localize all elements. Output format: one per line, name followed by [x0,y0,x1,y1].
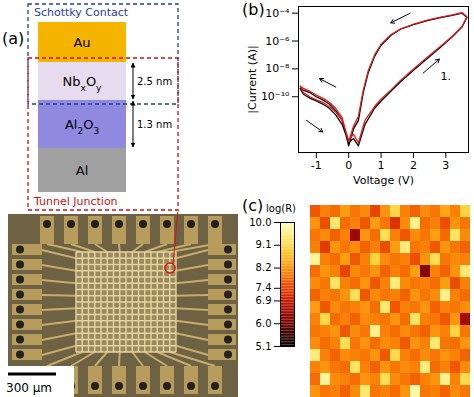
svg-text:10⁻¹⁰: 10⁻¹⁰ [261,90,290,103]
svg-text:2.5 nm: 2.5 nm [137,76,172,87]
svg-text:10.0: 10.0 [249,217,271,228]
svg-text:Tunnel Junction: Tunnel Junction [33,195,118,208]
svg-text:(a): (a) [2,29,24,48]
svg-text:|Current (A)|: |Current (A)| [246,45,259,113]
svg-text:10⁻⁶: 10⁻⁶ [265,35,290,48]
svg-text:1.: 1. [441,70,452,83]
svg-text:9.1: 9.1 [256,239,272,250]
svg-text:0: 0 [345,159,352,172]
svg-text:Al: Al [76,163,89,178]
svg-text:Schottky Contact: Schottky Contact [34,6,129,19]
svg-text:Voltage (V): Voltage (V) [353,174,414,187]
svg-text:3: 3 [442,159,449,172]
svg-text:1.3 nm: 1.3 nm [137,119,172,130]
svg-text:Au: Au [73,35,90,50]
svg-text:7.4: 7.4 [256,282,272,293]
svg-text:300 µm: 300 µm [6,381,52,395]
svg-text:Al2O3: Al2O3 [65,117,99,136]
svg-text:10⁻⁸: 10⁻⁸ [265,62,290,75]
svg-text:6.0: 6.0 [256,318,272,329]
svg-text:-1: -1 [311,159,322,172]
html-text:(b): (b) [242,0,265,19]
svg-text:1: 1 [378,159,385,172]
svg-text:NbxOy: NbxOy [63,74,103,93]
svg-text:8.2: 8.2 [256,262,272,273]
html-text:(c)log(R): (c)log(R) [242,196,296,215]
svg-text:2: 2 [410,159,417,172]
svg-text:6.9: 6.9 [256,295,272,306]
svg-text:5.1: 5.1 [256,341,272,352]
svg-text:10⁻⁴: 10⁻⁴ [265,7,290,20]
